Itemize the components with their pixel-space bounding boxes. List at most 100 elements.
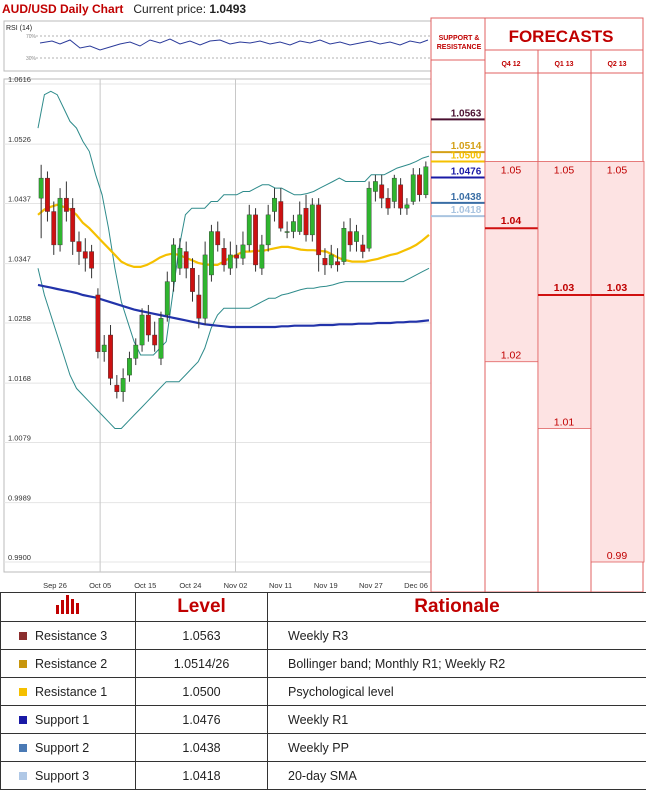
candlestick	[76, 231, 82, 265]
candlestick	[171, 238, 176, 292]
candlestick	[360, 234, 366, 259]
indicator-lines	[37, 90, 430, 429]
candlestick	[297, 201, 303, 235]
level-label: 1.0500	[451, 150, 482, 161]
candlestick	[133, 338, 139, 366]
candlesticks	[38, 161, 429, 402]
candle-body	[309, 204, 315, 236]
candlestick	[372, 174, 378, 202]
candlestick	[423, 161, 429, 199]
candlestick	[379, 174, 385, 209]
candle-body	[108, 334, 113, 379]
candle-body	[234, 254, 240, 259]
candlestick	[328, 244, 334, 269]
candle-body	[133, 344, 139, 359]
level-value: 1.0563	[135, 621, 268, 650]
level-value: 1.0514/26	[135, 649, 268, 678]
candle-body	[341, 228, 347, 262]
forecast-low-label: 0.99	[607, 550, 628, 562]
header-level: Level	[135, 592, 268, 622]
level-color-swatch	[19, 715, 27, 724]
level-rationale: Weekly R3	[267, 621, 646, 650]
level-value: 1.0438	[135, 733, 268, 762]
candle-body	[38, 177, 44, 199]
candle-body	[291, 221, 296, 232]
rsi-panel	[3, 20, 432, 72]
y-tick-label: 1.0526	[8, 135, 31, 144]
x-tick-label: Oct 24	[179, 581, 201, 590]
candle-body	[114, 384, 120, 392]
y-tick-label: 1.0258	[8, 314, 31, 323]
candle-body	[76, 241, 82, 252]
candle-body	[379, 184, 385, 199]
candlestick	[366, 181, 372, 252]
level-name-cell: Resistance 1	[0, 677, 136, 706]
level-color-swatch	[19, 687, 27, 696]
candle-body	[57, 197, 63, 246]
levels-table: Level Rationale Resistance 3 1.0563 Weekly…	[0, 592, 646, 790]
candlestick	[347, 218, 353, 252]
candle-body	[158, 318, 164, 359]
candlestick	[398, 178, 404, 215]
candle-body	[82, 251, 88, 259]
level-name: Resistance 2	[35, 656, 108, 671]
table-header-row: Level Rationale	[0, 592, 646, 622]
level-name-cell: Resistance 2	[0, 649, 136, 678]
level-color-swatch	[19, 631, 27, 640]
level-label: 1.0563	[451, 108, 482, 119]
y-tick-label: 0.9989	[8, 494, 31, 503]
sr-title: SUPPORT & RESISTANCE	[436, 35, 482, 51]
candlestick	[158, 311, 164, 366]
level-label: 1.0438	[451, 192, 482, 203]
candlestick	[272, 188, 277, 222]
header-rationale: Rationale	[267, 592, 646, 622]
candlestick	[215, 221, 221, 252]
candle-body	[278, 201, 284, 229]
table-row: Support 3 1.0418 20-day SMA	[0, 761, 646, 790]
indicator-line	[37, 203, 430, 268]
support-resistance-column	[430, 17, 486, 592]
candlestick	[278, 188, 284, 232]
indicator-line	[37, 283, 430, 329]
candlestick	[127, 351, 132, 382]
level-name: Resistance 1	[35, 684, 108, 699]
candle-body	[120, 378, 126, 392]
level-label: 1.0514	[451, 141, 482, 152]
bar-chart-icon	[0, 592, 136, 622]
candlestick	[253, 208, 258, 272]
candle-body	[335, 261, 340, 266]
candle-body	[410, 174, 416, 202]
forecast-mid-label: 1.03	[554, 282, 575, 294]
level-rationale: Bollinger band; Monthly R1; Weekly R2	[267, 649, 646, 678]
candlestick	[82, 238, 88, 272]
indicator-line	[37, 267, 430, 429]
candlestick	[227, 241, 233, 275]
y-tick-label: 1.0437	[8, 195, 31, 204]
x-tick-label: Nov 11	[269, 581, 292, 590]
candle-body	[127, 358, 132, 376]
candlestick	[316, 198, 322, 272]
candle-body	[164, 281, 170, 316]
rsi-line	[39, 38, 429, 51]
candlestick	[145, 304, 151, 342]
candle-body	[152, 334, 158, 346]
candlestick	[240, 231, 246, 265]
forecast-low-label: 1.01	[554, 416, 575, 428]
candlestick	[101, 335, 107, 362]
candlestick	[385, 188, 391, 215]
forecast-band	[484, 161, 539, 363]
candle-body	[265, 214, 271, 246]
candle-body	[246, 214, 252, 246]
candle-body	[63, 197, 69, 212]
price-label: Current price:	[133, 2, 207, 16]
level-color-swatch	[19, 771, 27, 780]
level-value: 1.0476	[135, 705, 268, 734]
table-row: Support 1 1.0476 Weekly R1	[0, 705, 646, 734]
candle-body	[183, 251, 189, 269]
candlestick	[89, 244, 95, 279]
level-name: Support 1	[35, 712, 90, 727]
candlestick	[309, 198, 315, 242]
candlestick	[51, 201, 57, 255]
candle-body	[227, 254, 233, 269]
